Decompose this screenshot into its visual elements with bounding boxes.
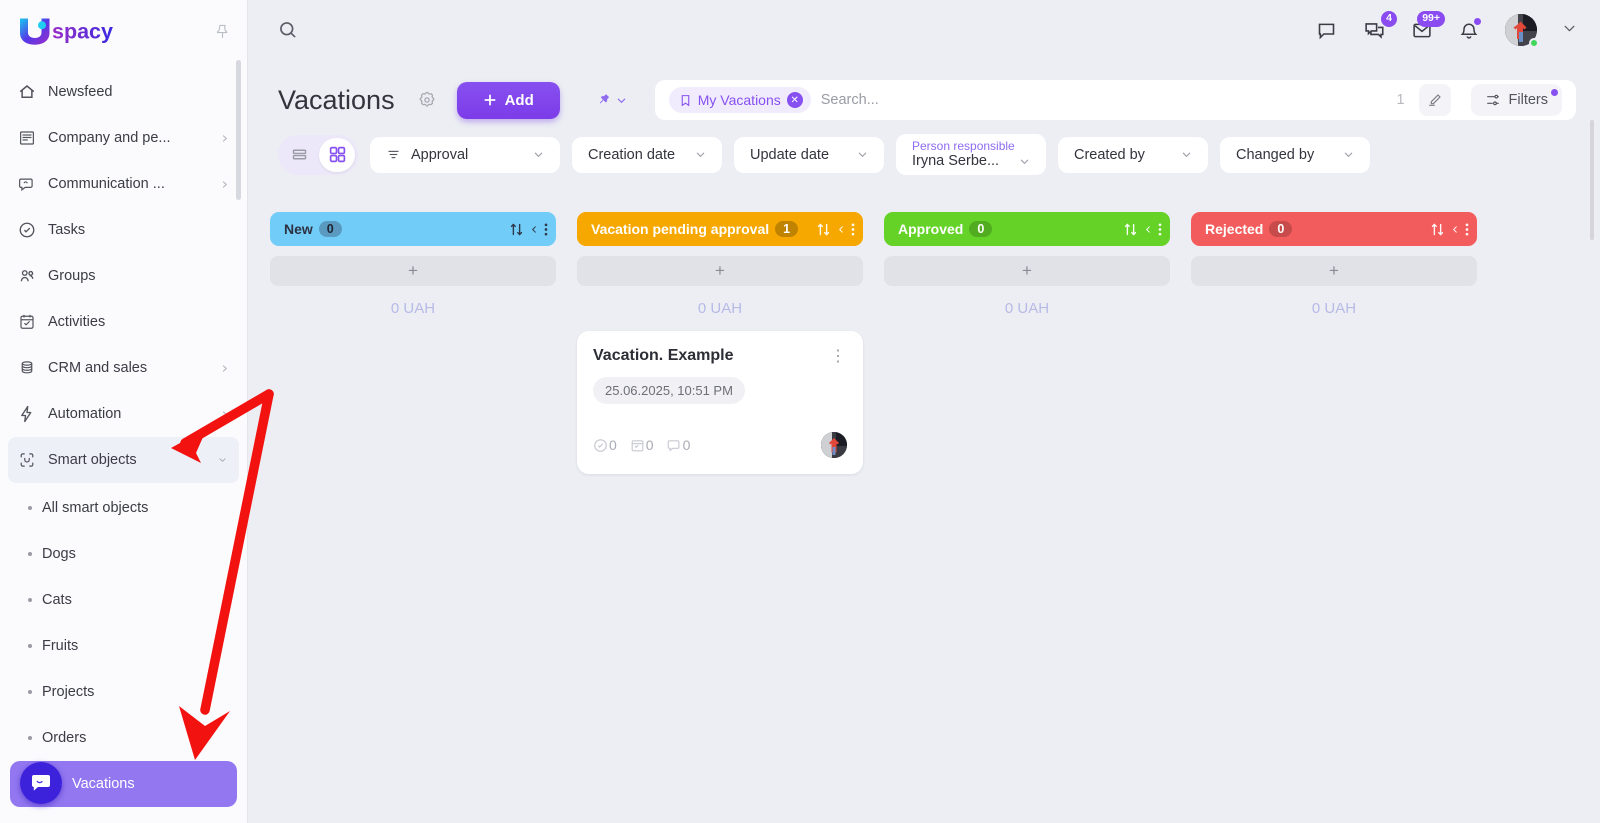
svg-text:spacy: spacy bbox=[52, 20, 113, 44]
